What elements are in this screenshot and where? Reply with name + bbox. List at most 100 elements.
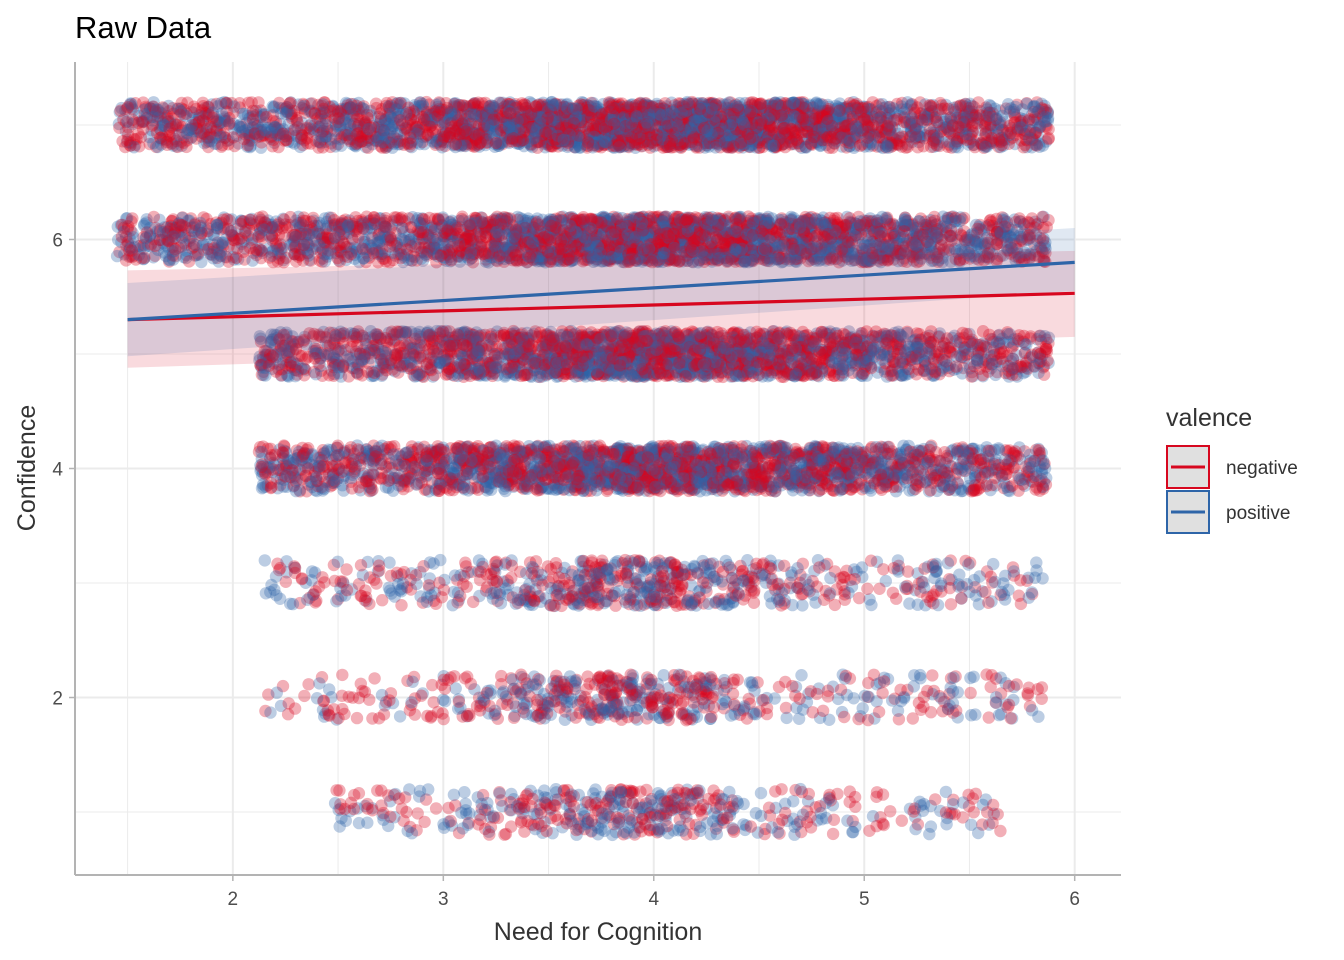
point-negative bbox=[602, 808, 615, 822]
point-negative bbox=[984, 680, 997, 694]
point-positive bbox=[564, 814, 578, 828]
point-negative bbox=[534, 806, 548, 820]
point-positive bbox=[838, 672, 852, 685]
point-positive bbox=[746, 679, 759, 692]
point-positive bbox=[716, 813, 729, 826]
point-negative bbox=[539, 797, 553, 810]
point-positive bbox=[613, 793, 626, 806]
point-positive bbox=[651, 787, 665, 800]
point-positive bbox=[612, 814, 626, 827]
point-positive bbox=[849, 820, 862, 834]
point-negative bbox=[641, 451, 655, 464]
point-positive bbox=[410, 478, 423, 491]
point-positive bbox=[596, 816, 609, 829]
point-positive bbox=[835, 705, 849, 719]
point-negative bbox=[684, 802, 697, 816]
point-negative bbox=[345, 460, 359, 473]
point-negative bbox=[395, 599, 408, 612]
point-negative bbox=[335, 689, 349, 702]
point-positive bbox=[424, 589, 438, 602]
point-positive bbox=[684, 794, 697, 807]
point-negative bbox=[664, 441, 677, 454]
point-negative bbox=[882, 447, 895, 460]
point-positive bbox=[581, 816, 595, 829]
point-negative bbox=[538, 796, 551, 809]
point-positive bbox=[437, 821, 451, 834]
point-negative bbox=[400, 805, 413, 819]
point-positive bbox=[588, 792, 602, 805]
point-positive bbox=[675, 802, 688, 816]
point-positive bbox=[823, 792, 836, 805]
point-positive bbox=[617, 800, 630, 813]
point-positive bbox=[987, 807, 1000, 820]
point-negative bbox=[515, 814, 528, 827]
point-negative bbox=[661, 795, 674, 808]
point-positive bbox=[982, 466, 995, 480]
point-positive bbox=[309, 472, 323, 485]
point-positive bbox=[846, 825, 859, 839]
point-negative bbox=[848, 790, 862, 804]
point-positive bbox=[475, 797, 488, 811]
point-positive bbox=[662, 827, 675, 840]
point-positive bbox=[604, 810, 617, 824]
point-positive bbox=[620, 827, 633, 840]
point-positive bbox=[645, 808, 659, 822]
point-negative bbox=[647, 823, 660, 836]
point-negative bbox=[499, 827, 513, 841]
point-negative bbox=[645, 792, 658, 806]
point-negative bbox=[511, 452, 524, 466]
point-positive bbox=[916, 804, 930, 817]
point-positive bbox=[715, 598, 728, 611]
point-positive bbox=[677, 471, 690, 485]
point-negative bbox=[540, 798, 554, 812]
point-positive bbox=[598, 824, 611, 838]
point-positive bbox=[667, 824, 680, 837]
point-negative bbox=[675, 698, 688, 711]
point-negative bbox=[672, 783, 685, 796]
point-negative bbox=[939, 806, 953, 819]
point-positive bbox=[313, 677, 326, 690]
point-negative bbox=[800, 805, 814, 818]
point-positive bbox=[697, 676, 711, 689]
point-negative bbox=[594, 801, 607, 814]
point-positive bbox=[528, 808, 541, 821]
point-positive bbox=[569, 442, 582, 455]
point-negative bbox=[877, 818, 890, 832]
point-negative bbox=[495, 669, 508, 683]
point-negative bbox=[628, 711, 642, 724]
point-negative bbox=[467, 595, 480, 609]
point-negative bbox=[350, 711, 364, 725]
point-negative bbox=[375, 799, 388, 812]
point-positive bbox=[615, 481, 629, 495]
point-positive bbox=[471, 791, 484, 804]
point-negative bbox=[612, 786, 625, 799]
point-positive bbox=[598, 812, 611, 825]
point-positive bbox=[826, 680, 840, 693]
point-positive bbox=[672, 824, 685, 837]
point-positive bbox=[654, 808, 667, 821]
point-negative bbox=[562, 591, 575, 605]
point-negative bbox=[870, 819, 883, 833]
point-positive bbox=[439, 454, 453, 467]
point-positive bbox=[903, 802, 917, 815]
point-negative bbox=[585, 825, 598, 838]
point-positive bbox=[726, 572, 739, 585]
point-positive bbox=[414, 590, 427, 603]
point-positive bbox=[602, 461, 615, 474]
point-positive bbox=[685, 598, 698, 612]
point-positive bbox=[333, 820, 346, 833]
point-positive bbox=[668, 793, 681, 806]
point-negative bbox=[750, 557, 763, 570]
point-negative bbox=[403, 820, 417, 834]
point-negative bbox=[645, 673, 658, 687]
point-positive bbox=[998, 453, 1012, 466]
point-positive bbox=[962, 558, 975, 571]
point-negative bbox=[967, 806, 980, 819]
point-negative bbox=[991, 808, 1004, 821]
point-negative bbox=[377, 708, 391, 721]
point-positive bbox=[601, 563, 614, 576]
point-negative bbox=[771, 578, 784, 591]
point-negative bbox=[809, 801, 822, 814]
point-negative bbox=[595, 812, 608, 825]
point-positive bbox=[731, 797, 745, 810]
